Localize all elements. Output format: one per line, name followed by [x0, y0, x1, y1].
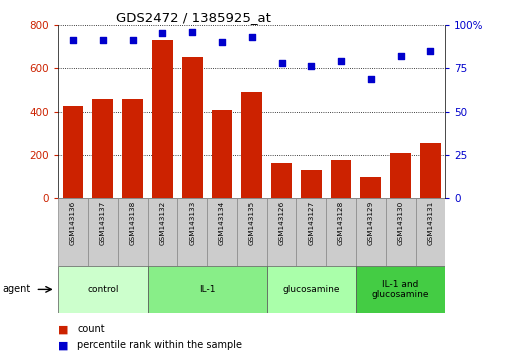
Bar: [58, 266, 147, 313]
Text: GSM143130: GSM143130: [397, 201, 403, 245]
Bar: [236, 198, 266, 266]
Point: [426, 48, 434, 53]
Bar: [355, 198, 385, 266]
Bar: [207, 198, 236, 266]
Bar: [266, 266, 355, 313]
Text: agent: agent: [3, 284, 31, 295]
Text: ■: ■: [58, 340, 69, 350]
Bar: [300, 170, 321, 198]
Bar: [63, 106, 83, 198]
Bar: [122, 98, 143, 198]
Text: GSM143138: GSM143138: [129, 201, 135, 245]
Point: [188, 29, 196, 35]
Point: [307, 64, 315, 69]
Bar: [385, 198, 415, 266]
Text: GSM143135: GSM143135: [248, 201, 254, 245]
Text: IL-1 and
glucosamine: IL-1 and glucosamine: [371, 280, 429, 299]
Bar: [181, 57, 202, 198]
Text: GSM143137: GSM143137: [99, 201, 106, 245]
Text: ■: ■: [58, 324, 69, 334]
Text: GSM143134: GSM143134: [219, 201, 225, 245]
Bar: [266, 198, 296, 266]
Bar: [330, 160, 351, 198]
Text: GSM143133: GSM143133: [189, 201, 195, 245]
Bar: [211, 110, 232, 198]
Point: [128, 38, 136, 43]
Point: [277, 60, 285, 66]
Bar: [147, 266, 266, 313]
Point: [336, 58, 344, 64]
Point: [247, 34, 256, 40]
Text: GSM143128: GSM143128: [337, 201, 343, 245]
Bar: [147, 198, 177, 266]
Point: [396, 53, 404, 59]
Text: GSM143129: GSM143129: [367, 201, 373, 245]
Bar: [419, 143, 440, 198]
Bar: [355, 266, 444, 313]
Text: count: count: [77, 324, 105, 334]
Point: [98, 38, 107, 43]
Bar: [92, 98, 113, 198]
Bar: [118, 198, 147, 266]
Bar: [88, 198, 118, 266]
Point: [69, 38, 77, 43]
Text: control: control: [87, 285, 118, 294]
Text: percentile rank within the sample: percentile rank within the sample: [77, 340, 242, 350]
Bar: [360, 177, 380, 198]
Point: [158, 30, 166, 36]
Text: GSM143126: GSM143126: [278, 201, 284, 245]
Point: [366, 76, 374, 81]
Bar: [152, 40, 173, 198]
Bar: [389, 153, 410, 198]
Bar: [271, 163, 291, 198]
Bar: [58, 198, 88, 266]
Text: GSM143136: GSM143136: [70, 201, 76, 245]
Text: GSM143127: GSM143127: [308, 201, 314, 245]
Bar: [326, 198, 355, 266]
Text: IL-1: IL-1: [198, 285, 215, 294]
Text: GSM143132: GSM143132: [159, 201, 165, 245]
Bar: [177, 198, 207, 266]
Bar: [296, 198, 326, 266]
Text: glucosamine: glucosamine: [282, 285, 339, 294]
Bar: [415, 198, 444, 266]
Point: [218, 39, 226, 45]
Text: GSM143131: GSM143131: [427, 201, 433, 245]
Bar: [241, 92, 262, 198]
Text: GDS2472 / 1385925_at: GDS2472 / 1385925_at: [116, 11, 271, 24]
